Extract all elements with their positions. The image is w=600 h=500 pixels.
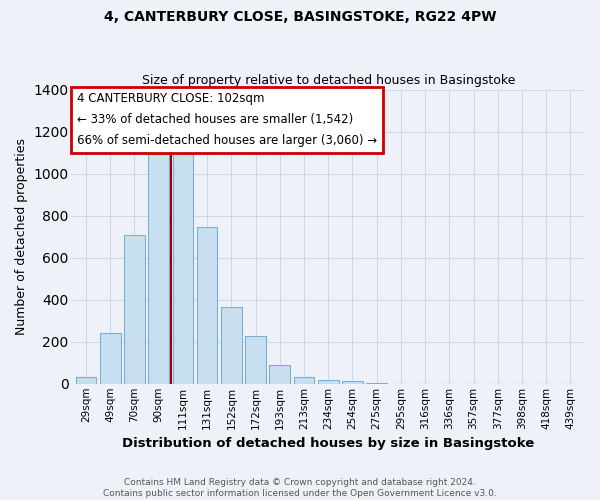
Text: 4, CANTERBURY CLOSE, BASINGSTOKE, RG22 4PW: 4, CANTERBURY CLOSE, BASINGSTOKE, RG22 4… — [104, 10, 496, 24]
Bar — [294, 378, 314, 384]
Bar — [76, 378, 96, 384]
Bar — [148, 154, 169, 384]
Bar — [245, 336, 266, 384]
Text: Contains HM Land Registry data © Crown copyright and database right 2024.
Contai: Contains HM Land Registry data © Crown c… — [103, 478, 497, 498]
Text: 4 CANTERBURY CLOSE: 102sqm
← 33% of detached houses are smaller (1,542)
66% of s: 4 CANTERBURY CLOSE: 102sqm ← 33% of deta… — [77, 92, 377, 148]
X-axis label: Distribution of detached houses by size in Basingstoke: Distribution of detached houses by size … — [122, 437, 535, 450]
Bar — [173, 152, 193, 384]
Y-axis label: Number of detached properties: Number of detached properties — [15, 138, 28, 335]
Bar — [269, 366, 290, 384]
Bar — [124, 234, 145, 384]
Title: Size of property relative to detached houses in Basingstoke: Size of property relative to detached ho… — [142, 74, 515, 87]
Bar — [197, 227, 217, 384]
Bar — [221, 307, 242, 384]
Bar — [100, 334, 121, 384]
Bar — [342, 380, 363, 384]
Bar — [367, 382, 387, 384]
Bar — [318, 380, 338, 384]
